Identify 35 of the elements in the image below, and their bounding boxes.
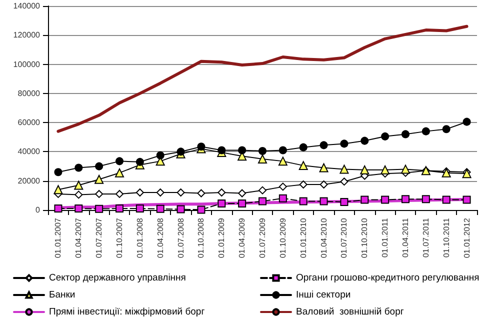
x-tick-label: 01.04.2007 xyxy=(74,217,84,258)
x-tick-label: 01.04.2009 xyxy=(238,217,247,258)
x-tick-label: 01.07.2010 xyxy=(340,217,349,258)
legend-label: Органи грошово-кредитного регулювання xyxy=(296,272,480,284)
x-tick-label: 01.07.2008 xyxy=(176,217,186,258)
x-tick-label: 01.10.2008 xyxy=(196,217,206,258)
x-tick-label: 01.07.2007 xyxy=(94,217,104,258)
x-tick-label: 01.01.2007 xyxy=(54,217,63,258)
y-tick-label: 140000 xyxy=(13,2,41,10)
x-tick-label: 01.01.2009 xyxy=(217,217,226,258)
x-tick-label: 01.04.2008 xyxy=(156,217,165,258)
x-tick-label: 01.01.2008 xyxy=(135,217,144,258)
x-tick-label: 01.01.2010 xyxy=(298,217,308,258)
x-tick-label: 01.07.2009 xyxy=(258,217,267,258)
y-tick-label: 0 xyxy=(36,206,41,214)
x-tick-label: 01.10.2010 xyxy=(360,217,370,258)
legend-label: Прямі інвестиції: міжфірмовий борг xyxy=(49,306,206,318)
y-tick-label: 20000 xyxy=(18,176,41,186)
y-tick-label: 80000 xyxy=(18,88,41,98)
legend-label: Банки xyxy=(49,290,76,300)
x-tick-label: 01.10.2007 xyxy=(115,217,124,258)
y-tick-label: 60000 xyxy=(18,118,41,128)
y-tick-label: 40000 xyxy=(18,147,41,156)
x-tick-label: 01.04.2011 xyxy=(401,217,410,258)
y-tick-label: 100000 xyxy=(13,60,41,69)
legend-label: Валовий зовнішній борг xyxy=(296,306,404,318)
x-tick-label: 01.01.2012 xyxy=(462,217,472,258)
x-tick-label: 01.10.2009 xyxy=(278,217,288,258)
y-tick-label: 120000 xyxy=(13,30,41,40)
x-tick-label: 01.04.2010 xyxy=(319,217,328,258)
x-tick-label: 01.10.2011 xyxy=(442,217,451,258)
legend-label: Інші сектори xyxy=(296,290,351,300)
x-tick-label: 01.07.2011 xyxy=(421,217,430,258)
x-tick-label: 01.01.2011 xyxy=(380,217,390,258)
legend-label: Сектор державного управління xyxy=(49,272,186,284)
